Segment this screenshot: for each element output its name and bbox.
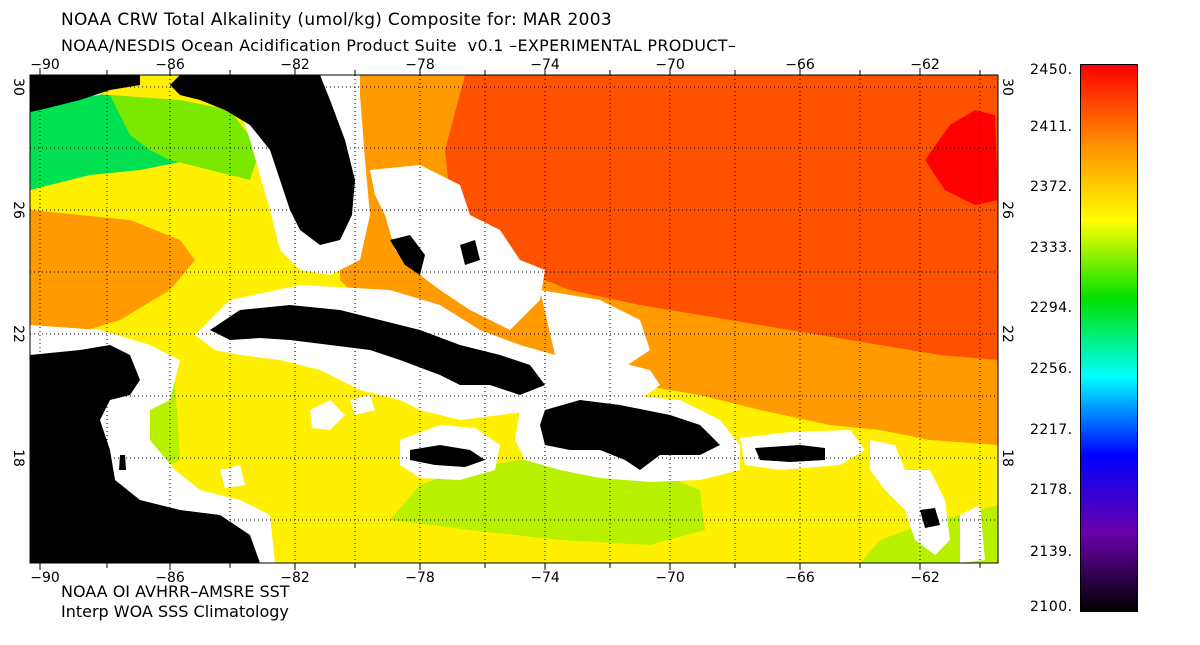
land-us-gulf-coast [30, 75, 140, 112]
alkalinity-zone-red-orange [445, 75, 998, 360]
lon-labels-bottom: −90 −86 −82 −78 −74 −70 −66 −62 [30, 570, 940, 586]
lat-label: 18 [10, 449, 26, 467]
lat-labels-right: 30 26 22 18 [999, 78, 1015, 467]
gulf-orange-zone [30, 210, 195, 340]
tick-marks [39, 68, 981, 570]
lon-label: −70 [655, 57, 685, 73]
lon-label: −66 [785, 570, 815, 586]
gulf-light-green-zone [110, 95, 260, 180]
lat-labels-left: 30 26 22 18 [10, 78, 26, 467]
lat-label: 30 [999, 78, 1015, 96]
lat-label: 30 [10, 78, 26, 96]
lon-label: −66 [785, 57, 815, 73]
land-yucatan [30, 345, 260, 563]
grid-lines [30, 75, 998, 563]
map-subtitle: NOAA/NESDIS Ocean Acidification Product … [61, 36, 737, 55]
colorbar-label: 2217. [1030, 422, 1073, 438]
lon-label: −90 [30, 57, 60, 73]
map-frame [29, 74, 999, 564]
colorbar-label: 2178. [1030, 482, 1073, 498]
lat-label: 22 [999, 325, 1015, 343]
colorbar-label: 2372. [1030, 179, 1073, 195]
caribbean-green-zone [390, 460, 705, 545]
colorbar-label: 2256. [1030, 361, 1073, 377]
alkalinity-zone-red [925, 110, 998, 205]
lon-label: −86 [155, 57, 185, 73]
colorbar-label: 2450. [1030, 62, 1073, 78]
lon-label: −78 [405, 570, 435, 586]
colorbar-label: 2411. [1030, 119, 1073, 135]
colorbar-label: 2294. [1030, 300, 1073, 316]
lon-label: −82 [280, 57, 310, 73]
map-area [30, 75, 998, 563]
lon-label: −70 [655, 570, 685, 586]
lon-label: −90 [30, 570, 60, 586]
colorbar-label: 2333. [1030, 240, 1073, 256]
lon-label: −62 [910, 570, 940, 586]
lon-label: −86 [155, 570, 185, 586]
land-jamaica [410, 445, 485, 467]
land-florida [170, 75, 355, 245]
land-puerto-rico [755, 445, 825, 462]
land-masses [30, 75, 940, 563]
lat-label: 26 [999, 201, 1015, 219]
colorbar-label: 2100. [1030, 599, 1073, 615]
footer-sss-source: Interp WOA SSS Climatology [61, 602, 289, 621]
footer-sst-source: NOAA OI AVHRR–AMSRE SST [61, 582, 290, 601]
lon-labels-top: −90 −86 −82 −78 −74 −70 −66 −62 [30, 57, 940, 73]
lat-label: 26 [10, 201, 26, 219]
lon-label: −74 [530, 57, 560, 73]
colorbar [1080, 64, 1138, 612]
lon-label: −62 [910, 57, 940, 73]
lat-label: 18 [999, 449, 1015, 467]
land-cuba [210, 305, 545, 395]
lat-label: 22 [10, 325, 26, 343]
land-hispaniola [540, 400, 720, 470]
lon-label: −82 [280, 570, 310, 586]
colorbar-label: 2139. [1030, 544, 1073, 560]
map-title: NOAA CRW Total Alkalinity (umol/kg) Comp… [61, 10, 612, 30]
lon-label: −78 [405, 57, 435, 73]
lon-label: −74 [530, 570, 560, 586]
